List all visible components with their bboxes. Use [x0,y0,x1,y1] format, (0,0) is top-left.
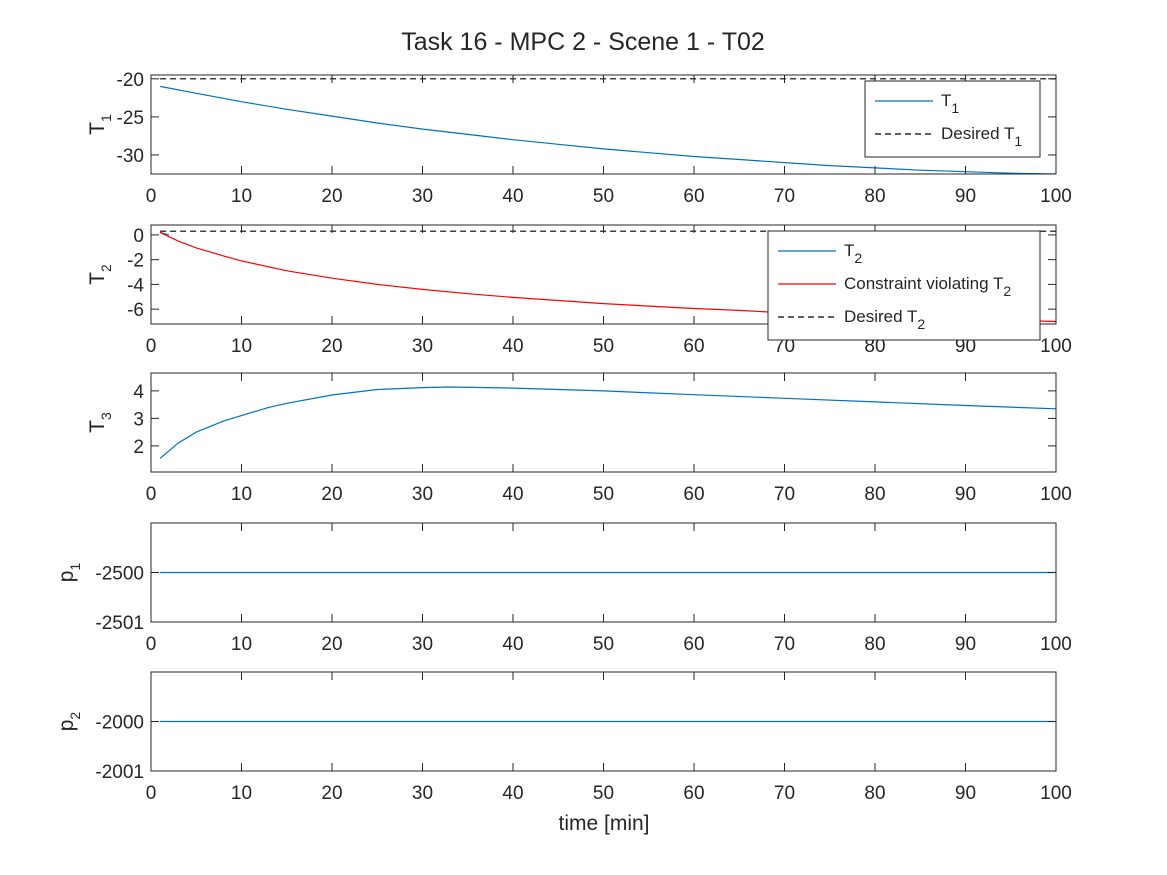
y-axis-label: T3 [86,412,114,433]
x-tick-label: 40 [502,336,523,357]
figure-title: Task 16 - MPC 2 - Scene 1 - T02 [401,28,765,56]
x-tick-label: 30 [412,336,433,357]
legend-entry: Constraint violating T2 [844,274,1011,299]
y-tick-label: -30 [117,146,144,167]
x-tick-label: 0 [146,336,157,357]
x-tick-label: 70 [774,336,795,357]
x-tick-label: 10 [231,484,252,505]
x-tick-label: 30 [412,186,433,207]
legend-entry: Desired T1 [941,124,1022,149]
x-tick-label: 10 [231,336,252,357]
x-tick-label: 100 [1040,783,1072,804]
y-tick-label: 3 [133,409,144,430]
subplots: 0 10 20 30 40 50 60 70 80 90 100-20-25-30T1T1Desir… [55,70,1072,804]
x-tick-label: 60 [683,336,704,357]
y-tick-label: -2000 [95,713,144,734]
x-tick-label: 0 [146,186,157,207]
x-tick-label: 50 [593,186,614,207]
legend-entry: T2 [844,241,862,266]
x-tick-label: 90 [955,783,976,804]
x-tick-label: 60 [683,484,704,505]
x-tick-label: 60 [683,783,704,804]
x-tick-label: 30 [412,783,433,804]
x-tick-label: 60 [683,186,704,207]
x-tick-label: 70 [774,484,795,505]
subplot-3: 0 10 20 30 40 50 60 70 80 90 100 4 3 2 T3 [86,372,1072,505]
x-tick-label: 30 [412,634,433,655]
legend-box [864,80,1041,158]
x-tick-label: 0 [146,634,157,655]
x-axis-label: time [min] [558,812,649,835]
x-tick-label: 100 [1040,634,1072,655]
x-tick-label: 50 [593,634,614,655]
x-tick-label: 50 [593,783,614,804]
x-tick-label: 100 [1040,336,1072,357]
x-tick-label: 80 [864,783,885,804]
x-tick-label: 40 [502,186,523,207]
x-tick-label: 80 [864,484,885,505]
legend: T1 Desired T1 [864,80,1041,158]
x-tick-label: 20 [321,186,342,207]
x-tick-label: 10 [231,634,252,655]
legend-box [767,230,1041,341]
x-tick-label: 80 [864,336,885,357]
x-tick-label: 70 [774,783,795,804]
y-tick-label: -4 [127,275,144,296]
x-tick-label: 90 [955,484,976,505]
y-tick-label: -2500 [95,564,144,585]
x-tick-label: 80 [864,186,885,207]
x-tick-label: 100 [1040,186,1072,207]
y-tick-label: 0 [133,226,144,247]
legend: T2 Constraint violating T2 Desired T2 [767,230,1041,341]
y-tick-label: 2 [133,437,144,458]
y-tick-label: -6 [127,300,144,321]
x-tick-label: 40 [502,634,523,655]
x-tick-label: 80 [864,634,885,655]
x-tick-label: 70 [774,634,795,655]
x-tick-label: 0 [146,783,157,804]
x-tick-label: 50 [593,336,614,357]
y-tick-label: -2001 [95,762,144,783]
x-tick-label: 100 [1040,484,1072,505]
series-line-3-1 [159,386,1056,459]
x-tick-label: 10 [231,186,252,207]
y-tick-label: -2 [127,251,144,272]
x-tick-label: 40 [502,484,523,505]
x-tick-label: 10 [231,783,252,804]
subplot-5: 0 10 20 30 40 50 60 70 80 90 100 -2000 -2001 p2 [55,671,1072,804]
x-tick-label: 70 [774,186,795,207]
x-tick-label: 20 [321,336,342,357]
y-axis-label: p2 [55,712,83,732]
legend-entry: Desired T2 [844,307,925,332]
x-tick-label: 50 [593,484,614,505]
x-tick-label: 40 [502,783,523,804]
y-axis-label: T2 [86,264,114,285]
subplot-1: 0 10 20 30 40 50 60 70 80 90 100-20-25-30T1T1Desir… [86,70,1072,207]
x-tick-label: 30 [412,484,433,505]
y-tick-label: -25 [117,108,144,129]
x-tick-label: 0 [146,484,157,505]
y-tick-label: 4 [133,382,144,403]
x-tick-label: 20 [321,484,342,505]
x-tick-label: 90 [955,336,976,357]
x-tick-label: 20 [321,634,342,655]
legend-entry: T1 [941,91,959,116]
x-tick-label: 60 [683,634,704,655]
y-tick-label: -20 [117,70,144,91]
y-axis-label: T1 [86,114,114,135]
series-line-1-1 [159,85,1056,174]
subplot-4: 0 10 20 30 40 50 60 70 80 90 100 -2500 -2501 p1 [55,522,1072,655]
x-tick-label: 90 [955,634,976,655]
y-axis-label: p1 [55,563,83,583]
x-tick-label: 90 [955,186,976,207]
subplot-2: 0 10 20 30 40 50 60 70 80 90 100 0 -2 -4 -6 T2 T2 Constra… [86,224,1072,357]
x-tick-label: 20 [321,783,342,804]
y-tick-label: -2501 [95,613,144,634]
